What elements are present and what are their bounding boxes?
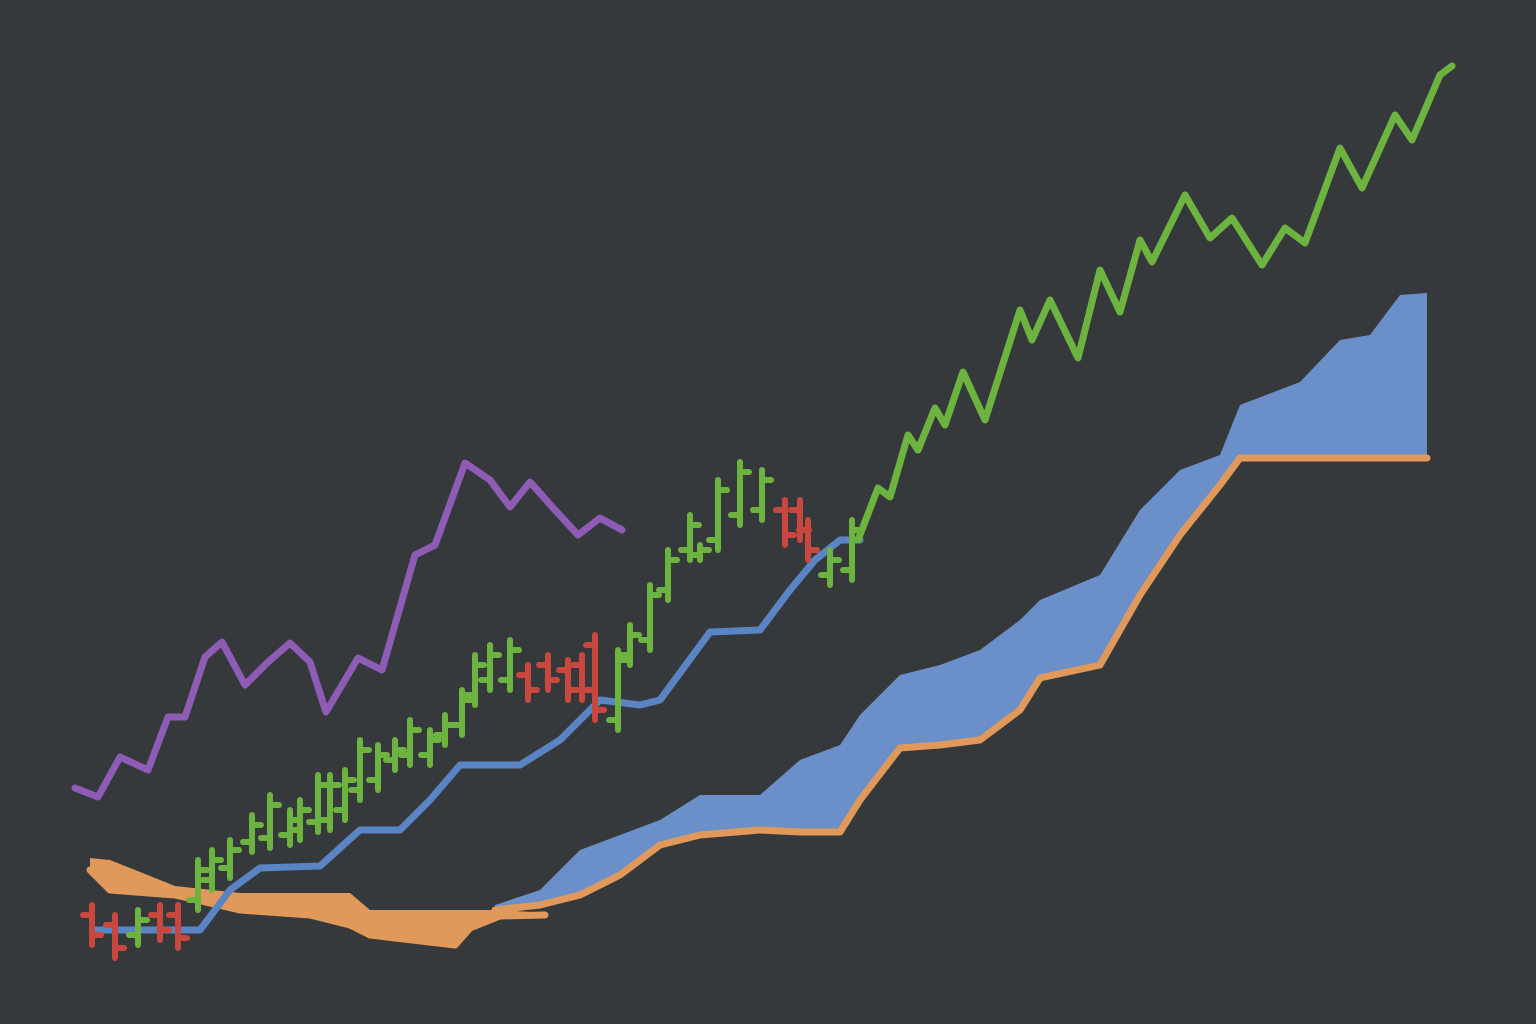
cloud-edge bbox=[86, 866, 549, 949]
line bbox=[854, 62, 1456, 544]
line bbox=[91, 536, 864, 934]
line bbox=[71, 459, 626, 801]
cloud-area bbox=[90, 858, 545, 945]
cloud-edge bbox=[491, 454, 1431, 914]
cloud-area bbox=[495, 293, 1427, 910]
